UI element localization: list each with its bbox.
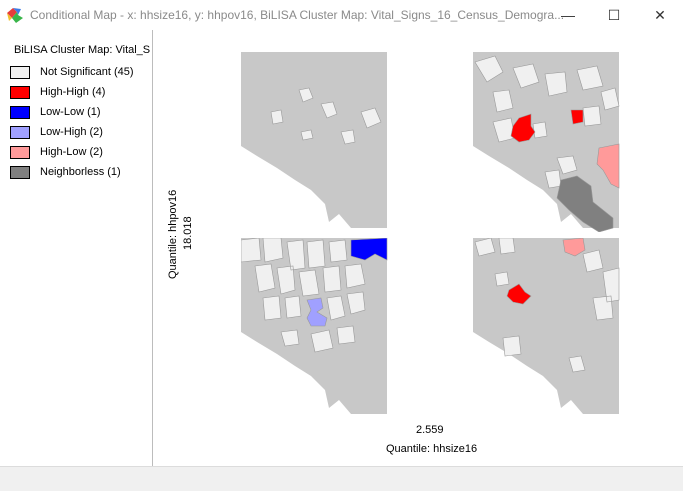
legend-item-low-low[interactable]: Low-Low (1) [10, 104, 101, 120]
high-low-region[interactable] [596, 143, 620, 189]
legend-label: High-Low (2) [40, 146, 103, 158]
close-button[interactable]: ✕ [637, 0, 683, 30]
x-axis-label: Quantile: hhsize16 [386, 443, 478, 455]
legend-label: High-High (4) [40, 86, 106, 98]
close-icon: ✕ [654, 6, 666, 23]
low-low-region[interactable] [350, 238, 388, 261]
legend-label: Not Significant (45) [40, 66, 134, 78]
not-significant-region[interactable] [474, 238, 620, 373]
legend-label: Neighborless (1) [40, 166, 121, 178]
x-axis-break-value: 2.559 [416, 424, 444, 436]
legend-swatch [10, 85, 30, 99]
high-high-region[interactable] [506, 283, 532, 305]
minimize-icon: — [561, 7, 575, 23]
legend-swatch [10, 125, 30, 139]
neighborless-region[interactable] [556, 175, 614, 232]
window-title: Conditional Map - x: hhsize16, y: hhpov1… [30, 8, 565, 22]
y-axis-break-value: 18.018 [182, 216, 194, 250]
high-high-region[interactable] [510, 109, 584, 143]
legend-item-low-high[interactable]: Low-High (2) [10, 124, 103, 140]
legend-swatch [10, 65, 30, 79]
not-significant-region[interactable] [241, 238, 366, 353]
low-high-region[interactable] [306, 297, 328, 327]
legend-label: Low-Low (1) [40, 106, 101, 118]
high-low-region[interactable] [562, 238, 586, 257]
map-panel-top-right[interactable] [473, 52, 621, 232]
title-bar: Conditional Map - x: hhsize16, y: hhpov1… [0, 0, 683, 30]
legend-panel[interactable]: BiLISA Cluster Map: Vital_S Not Signific… [0, 30, 153, 466]
minimize-button[interactable]: — [545, 0, 591, 30]
legend-item-high-high[interactable]: High-High (4) [10, 84, 105, 100]
legend-title: BiLISA Cluster Map: Vital_S [14, 44, 151, 56]
legend-swatch [10, 145, 30, 159]
map-panel-bottom-right[interactable] [473, 238, 621, 418]
not-significant-region[interactable] [270, 87, 382, 145]
map-canvas[interactable]: Quantile: hhpov16 18.018 2.559 Quantile:… [153, 30, 683, 466]
legend-item-not-significant[interactable]: Not Significant (45) [10, 64, 134, 80]
legend-item-neighborless[interactable]: Neighborless (1) [10, 164, 121, 180]
city-region [241, 52, 387, 228]
geoda-app-icon [7, 8, 23, 23]
map-panel-bottom-left[interactable] [241, 238, 389, 418]
maximize-icon: ☐ [607, 6, 621, 23]
y-axis-label: Quantile: hhpov16 [167, 189, 179, 279]
status-bar [0, 466, 683, 491]
legend-swatch [10, 165, 30, 179]
map-panel-top-left[interactable] [241, 52, 389, 232]
maximize-button[interactable]: ☐ [591, 0, 637, 30]
legend-label: Low-High (2) [40, 126, 103, 138]
legend-item-high-low[interactable]: High-Low (2) [10, 144, 103, 160]
legend-swatch [10, 105, 30, 119]
